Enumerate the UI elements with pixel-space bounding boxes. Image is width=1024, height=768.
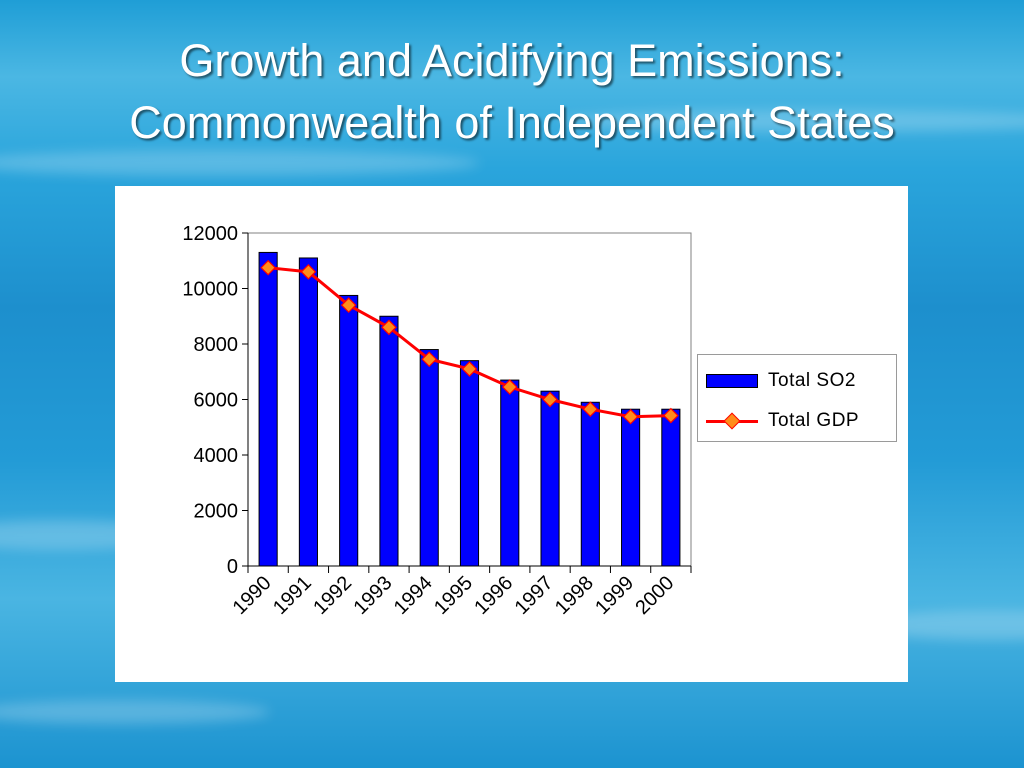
bar-so2 [258,251,278,567]
chart-panel: 0 2000 4000 6000 8000 10000 12000 1990 1991 1992 1… [115,186,908,682]
bar-so2 [540,390,560,567]
bar-so2 [580,401,600,567]
bar-so2 [379,315,399,567]
marker-gdp [663,407,679,424]
x-tick-label: 2000 [631,572,678,619]
y-tick-label: 0 [227,556,238,578]
slide-title-line-2: Commonwealth of Independent States [129,97,895,148]
slide-title-line-1: Growth and Acidifying Emissions: [179,35,845,86]
legend-item-so2: Total SO2 [706,369,856,393]
bar-so2 [459,360,480,567]
legend-label-gdp: Total GDP [768,410,860,431]
y-tick-label: 12000 [182,223,238,245]
x-tick-label: 1994 [390,572,437,619]
chart: 0200040006000800010000120001990199119921… [182,223,692,619]
y-tick-label: 2000 [194,501,239,523]
y-tick-label: 6000 [194,390,239,412]
y-tick-label: 10000 [182,279,238,301]
x-tick-label: 1993 [349,572,396,619]
marker-gdp [622,408,639,425]
x-tick-label: 1992 [309,572,356,619]
x-tick-label: 1998 [551,572,598,619]
bar-so2 [500,379,520,567]
x-tick-label: 1999 [591,572,638,619]
marker-gdp [381,319,397,336]
legend-swatch-so2 [706,374,758,388]
bar-so2 [661,408,681,567]
bar-so2 [298,257,318,567]
legend-item-gdp: Total GDP [706,409,859,433]
marker-gdp [542,391,558,408]
marker-gdp [300,264,317,280]
marker-gdp [461,361,478,377]
legend-swatch-gdp [706,411,758,431]
bar-so2 [419,349,439,567]
x-tick-label: 1990 [229,572,276,619]
marker-gdp [582,401,599,418]
chart-legend: Total SO2 Total GDP [697,354,897,442]
marker-gdp [501,379,518,395]
y-tick-label: 4000 [194,445,239,467]
bar-so2 [339,294,359,567]
x-tick-label: 1997 [511,572,558,619]
x-tick-label: 1991 [269,572,316,619]
legend-label-so2: Total SO2 [768,370,856,391]
slide-title: Growth and Acidifying Emissions: Commonw… [0,30,1024,154]
y-tick-label: 8000 [194,334,239,356]
marker-gdp [421,351,438,368]
bar-so2 [621,408,641,567]
x-tick-label: 1996 [470,572,517,619]
marker-gdp [340,297,357,313]
x-tick-label: 1995 [430,572,477,619]
marker-gdp [260,259,276,276]
